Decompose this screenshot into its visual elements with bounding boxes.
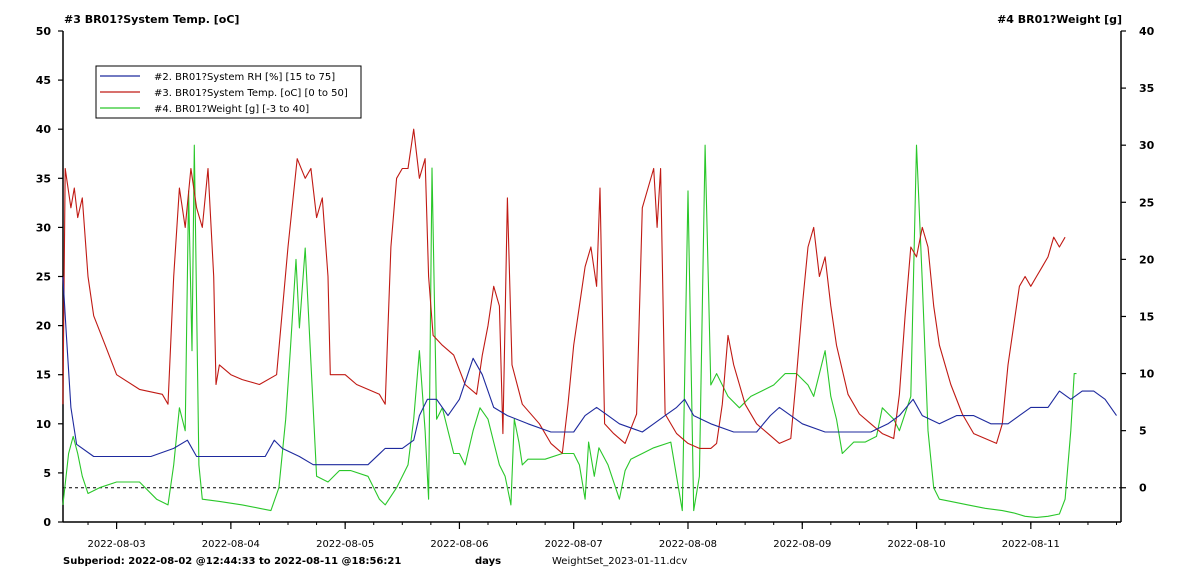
- legend-label-rh: #2. BR01?System RH [%] [15 to 75]: [154, 72, 335, 83]
- file-name-label: WeightSet_2023-01-11.dcv: [552, 556, 687, 567]
- x-axis-tick-label: 2022-08-10: [887, 539, 945, 550]
- right-axis-tick-label: 0: [1139, 482, 1147, 495]
- right-axis-tick-label: 30: [1139, 139, 1155, 152]
- x-axis-tick-label: 2022-08-03: [88, 539, 146, 550]
- left-axis-tick-label: 25: [36, 271, 51, 284]
- x-axis-tick-label: 2022-08-08: [659, 539, 717, 550]
- right-axis-tick-label: 35: [1139, 82, 1154, 95]
- x-axis-tick-label: 2022-08-05: [316, 539, 374, 550]
- legend-box: [95, 65, 362, 119]
- left-axis-tick-label: 35: [36, 172, 51, 185]
- left-axis-tick-label: 40: [36, 123, 52, 136]
- legend: #2. BR01?System RH [%] [15 to 75] #3. BR…: [95, 65, 362, 119]
- left-axis-tick-label: 30: [36, 221, 52, 234]
- x-axis-tick-label: 2022-08-04: [202, 539, 260, 550]
- series-line-weight: [62, 144, 1077, 518]
- left-axis-title: #3 BR01?System Temp. [oC]: [64, 13, 239, 26]
- x-axis-tick-label: 2022-08-11: [1002, 539, 1060, 550]
- subperiod-label: Subperiod: 2022-08-02 @12:44:33 to 2022-…: [63, 556, 401, 567]
- x-axis-tick-label: 2022-08-06: [430, 539, 488, 550]
- right-axis-tick-label: 40: [1139, 25, 1155, 38]
- left-axis-tick-label: 20: [36, 320, 52, 333]
- left-axis-tick-label: 5: [43, 467, 51, 480]
- series-line-temp: [62, 128, 1066, 454]
- right-axis-tick-label: 15: [1139, 310, 1154, 323]
- right-axis-tick-label: 5: [1139, 425, 1147, 438]
- right-axis-tick-label: 20: [1139, 253, 1155, 266]
- right-axis-title: #4 BR01?Weight [g]: [997, 13, 1122, 26]
- legend-label-temp: #3. BR01?System Temp. [oC] [0 to 50]: [154, 88, 348, 99]
- right-axis-tick-label: 10: [1139, 368, 1155, 381]
- left-axis-tick-label: 0: [43, 516, 51, 529]
- left-axis-tick-label: 15: [36, 369, 51, 382]
- x-axis-tick-label: 2022-08-07: [545, 539, 603, 550]
- left-axis-tick-label: 10: [36, 418, 52, 431]
- legend-label-weight: #4. BR01?Weight [g] [-3 to 40]: [154, 104, 309, 115]
- series-line-rh: [62, 276, 1117, 466]
- left-axis-tick-label: 45: [36, 74, 51, 87]
- x-axis-tick-label: 2022-08-09: [773, 539, 831, 550]
- left-axis-tick-label: 50: [36, 25, 52, 38]
- right-axis-tick-label: 25: [1139, 196, 1154, 209]
- x-axis-label: days: [475, 556, 501, 567]
